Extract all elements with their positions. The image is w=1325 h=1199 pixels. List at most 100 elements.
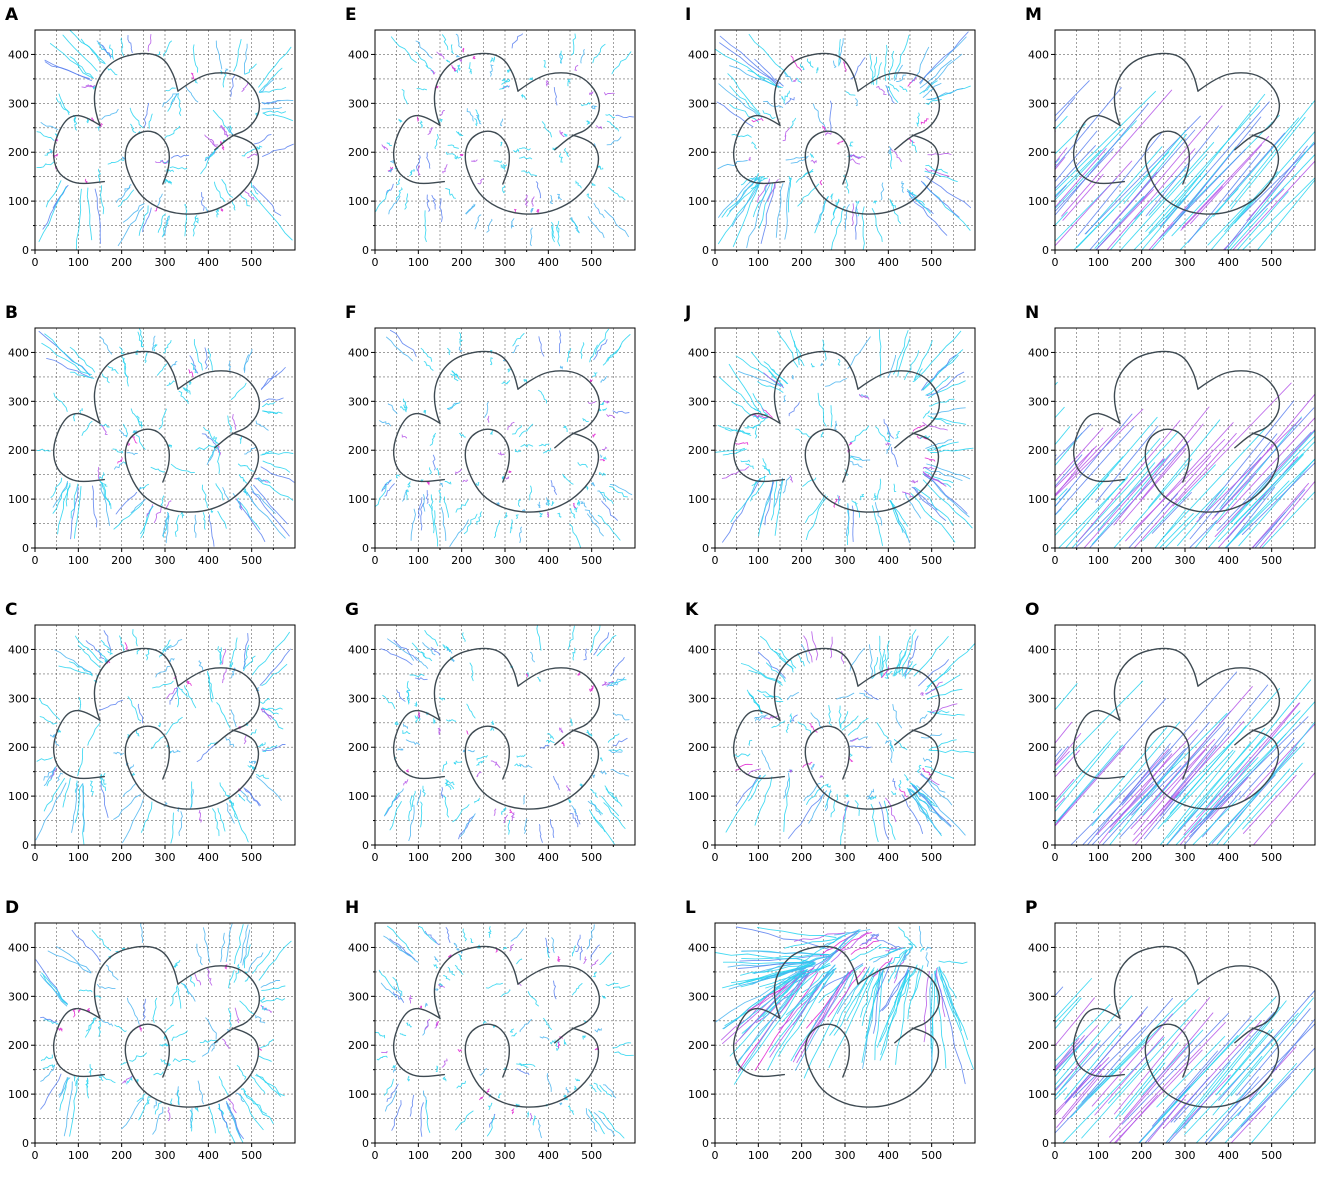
trajectory xyxy=(603,456,607,460)
trajectory xyxy=(847,336,871,369)
trajectory xyxy=(63,1081,73,1137)
trajectory xyxy=(443,975,451,981)
trajectory xyxy=(809,153,814,159)
trajectory xyxy=(574,1085,578,1091)
trajectory xyxy=(240,194,251,207)
y-tick-label: 0 xyxy=(702,1137,709,1150)
trajectory xyxy=(715,48,780,89)
trajectory xyxy=(87,722,101,746)
trajectory xyxy=(1097,462,1156,532)
y-tick-label: 100 xyxy=(688,493,709,506)
trajectory xyxy=(535,181,542,199)
trajectory xyxy=(952,770,1033,854)
reference-curves-L xyxy=(732,945,941,1108)
y-tick-label: 0 xyxy=(362,1137,369,1150)
trajectory xyxy=(913,784,952,828)
trajectory xyxy=(1224,145,1308,250)
trajectory xyxy=(949,483,1018,555)
trajectory xyxy=(870,933,880,937)
trajectory xyxy=(895,971,911,1065)
trajectory xyxy=(204,134,219,146)
trajectory xyxy=(1207,1106,1242,1143)
trajectory xyxy=(587,800,602,816)
trajectory xyxy=(1183,1000,1287,1129)
trajectory xyxy=(920,772,946,793)
trajectory xyxy=(490,726,495,732)
trajectory xyxy=(216,446,221,474)
trajectory xyxy=(102,373,110,384)
trajectory xyxy=(445,719,457,722)
trajectory xyxy=(401,89,408,105)
x-tick-label: 0 xyxy=(372,851,379,864)
trajectory xyxy=(490,57,494,63)
trajectory xyxy=(1187,152,1261,243)
trajectory xyxy=(862,972,882,1069)
trajectory xyxy=(590,959,599,967)
trajectory xyxy=(99,777,107,785)
trajectory xyxy=(445,779,455,785)
trajectory xyxy=(73,413,76,422)
trajectory xyxy=(230,801,249,843)
trajectory xyxy=(443,496,449,518)
y-tick-label: 0 xyxy=(1042,839,1049,852)
trajectory xyxy=(971,181,1036,253)
y-tick-label: 200 xyxy=(8,444,29,457)
trajectory xyxy=(507,470,512,473)
trajectory xyxy=(1238,737,1295,801)
trajectory xyxy=(169,749,181,754)
trajectory xyxy=(590,625,601,653)
trajectory xyxy=(1170,1076,1210,1123)
trajectory xyxy=(537,1119,543,1139)
trajectory xyxy=(860,494,865,501)
reference-curve-2 xyxy=(433,52,519,127)
trajectory xyxy=(41,972,68,1005)
trajectory xyxy=(152,997,158,1023)
trajectory xyxy=(910,479,919,484)
trajectory xyxy=(601,500,618,521)
x-tick-label: 300 xyxy=(1175,1149,1196,1162)
trajectory xyxy=(228,970,235,989)
trajectory xyxy=(432,454,436,471)
trajectory xyxy=(107,365,119,374)
reference-curve-1 xyxy=(732,709,786,780)
trajectory xyxy=(447,347,451,356)
x-tick-label: 0 xyxy=(1052,1149,1059,1162)
trajectory xyxy=(1055,746,1126,827)
trajectory xyxy=(393,639,418,661)
trajectory xyxy=(135,434,146,450)
trajectory xyxy=(399,1033,407,1037)
trajectory xyxy=(924,765,955,779)
trajectory xyxy=(162,512,169,537)
trajectory xyxy=(523,794,525,805)
trajectory xyxy=(38,186,67,243)
trajectory xyxy=(1172,382,1292,507)
trajectory xyxy=(493,160,502,163)
trajectory xyxy=(177,92,182,116)
trajectory xyxy=(1055,1004,1111,1062)
x-tick-label: 500 xyxy=(921,1149,942,1162)
trajectory xyxy=(784,937,842,949)
y-tick-label: 400 xyxy=(1028,48,1049,61)
trajectory xyxy=(153,507,162,524)
trajectory xyxy=(583,648,588,661)
trajectory xyxy=(1216,1028,1274,1095)
trajectory xyxy=(99,480,108,487)
trajectory xyxy=(809,722,818,733)
trajectory xyxy=(468,62,472,75)
trajectory xyxy=(902,947,913,962)
trajectory xyxy=(425,65,434,74)
trajectory xyxy=(566,348,572,363)
trajectory xyxy=(1159,101,1270,227)
trajectory xyxy=(748,739,753,746)
trajectory xyxy=(507,819,511,835)
reference-curve-2 xyxy=(433,350,519,425)
trajectory xyxy=(100,639,112,653)
trajectory xyxy=(879,635,882,676)
trajectory xyxy=(486,218,493,233)
trajectory xyxy=(529,227,533,247)
trajectory xyxy=(789,713,793,724)
trajectory xyxy=(545,80,550,87)
trajectory xyxy=(546,739,555,744)
trajectory xyxy=(586,193,591,200)
